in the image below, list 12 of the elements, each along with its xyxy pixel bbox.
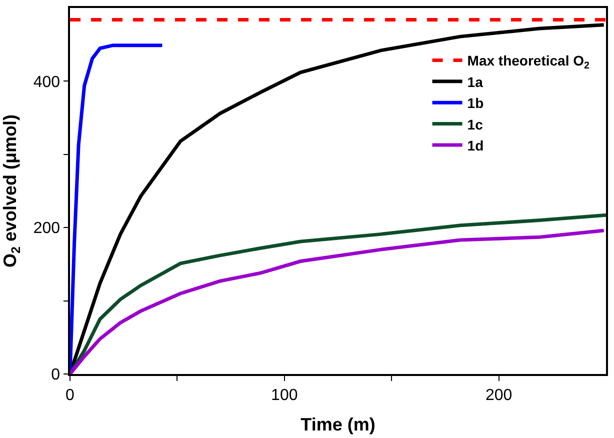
x-tick-label: 100 [271,386,298,404]
y-tick-label: 400 [33,74,60,91]
x-axis-title: Time (m) [300,414,376,435]
legend-label: 1a [467,74,484,90]
x-tick-label: 0 [66,386,75,404]
y-tick-label: 0 [51,366,60,384]
legend-label: 1c [467,116,484,132]
legend-label: 1d [467,137,484,154]
x-tick-label: 200 [485,386,512,404]
y-tick-label: 200 [33,220,60,238]
legend-label: Max theoretical O$_{2}$ [467,52,590,72]
legend-label: 1b [467,95,484,112]
